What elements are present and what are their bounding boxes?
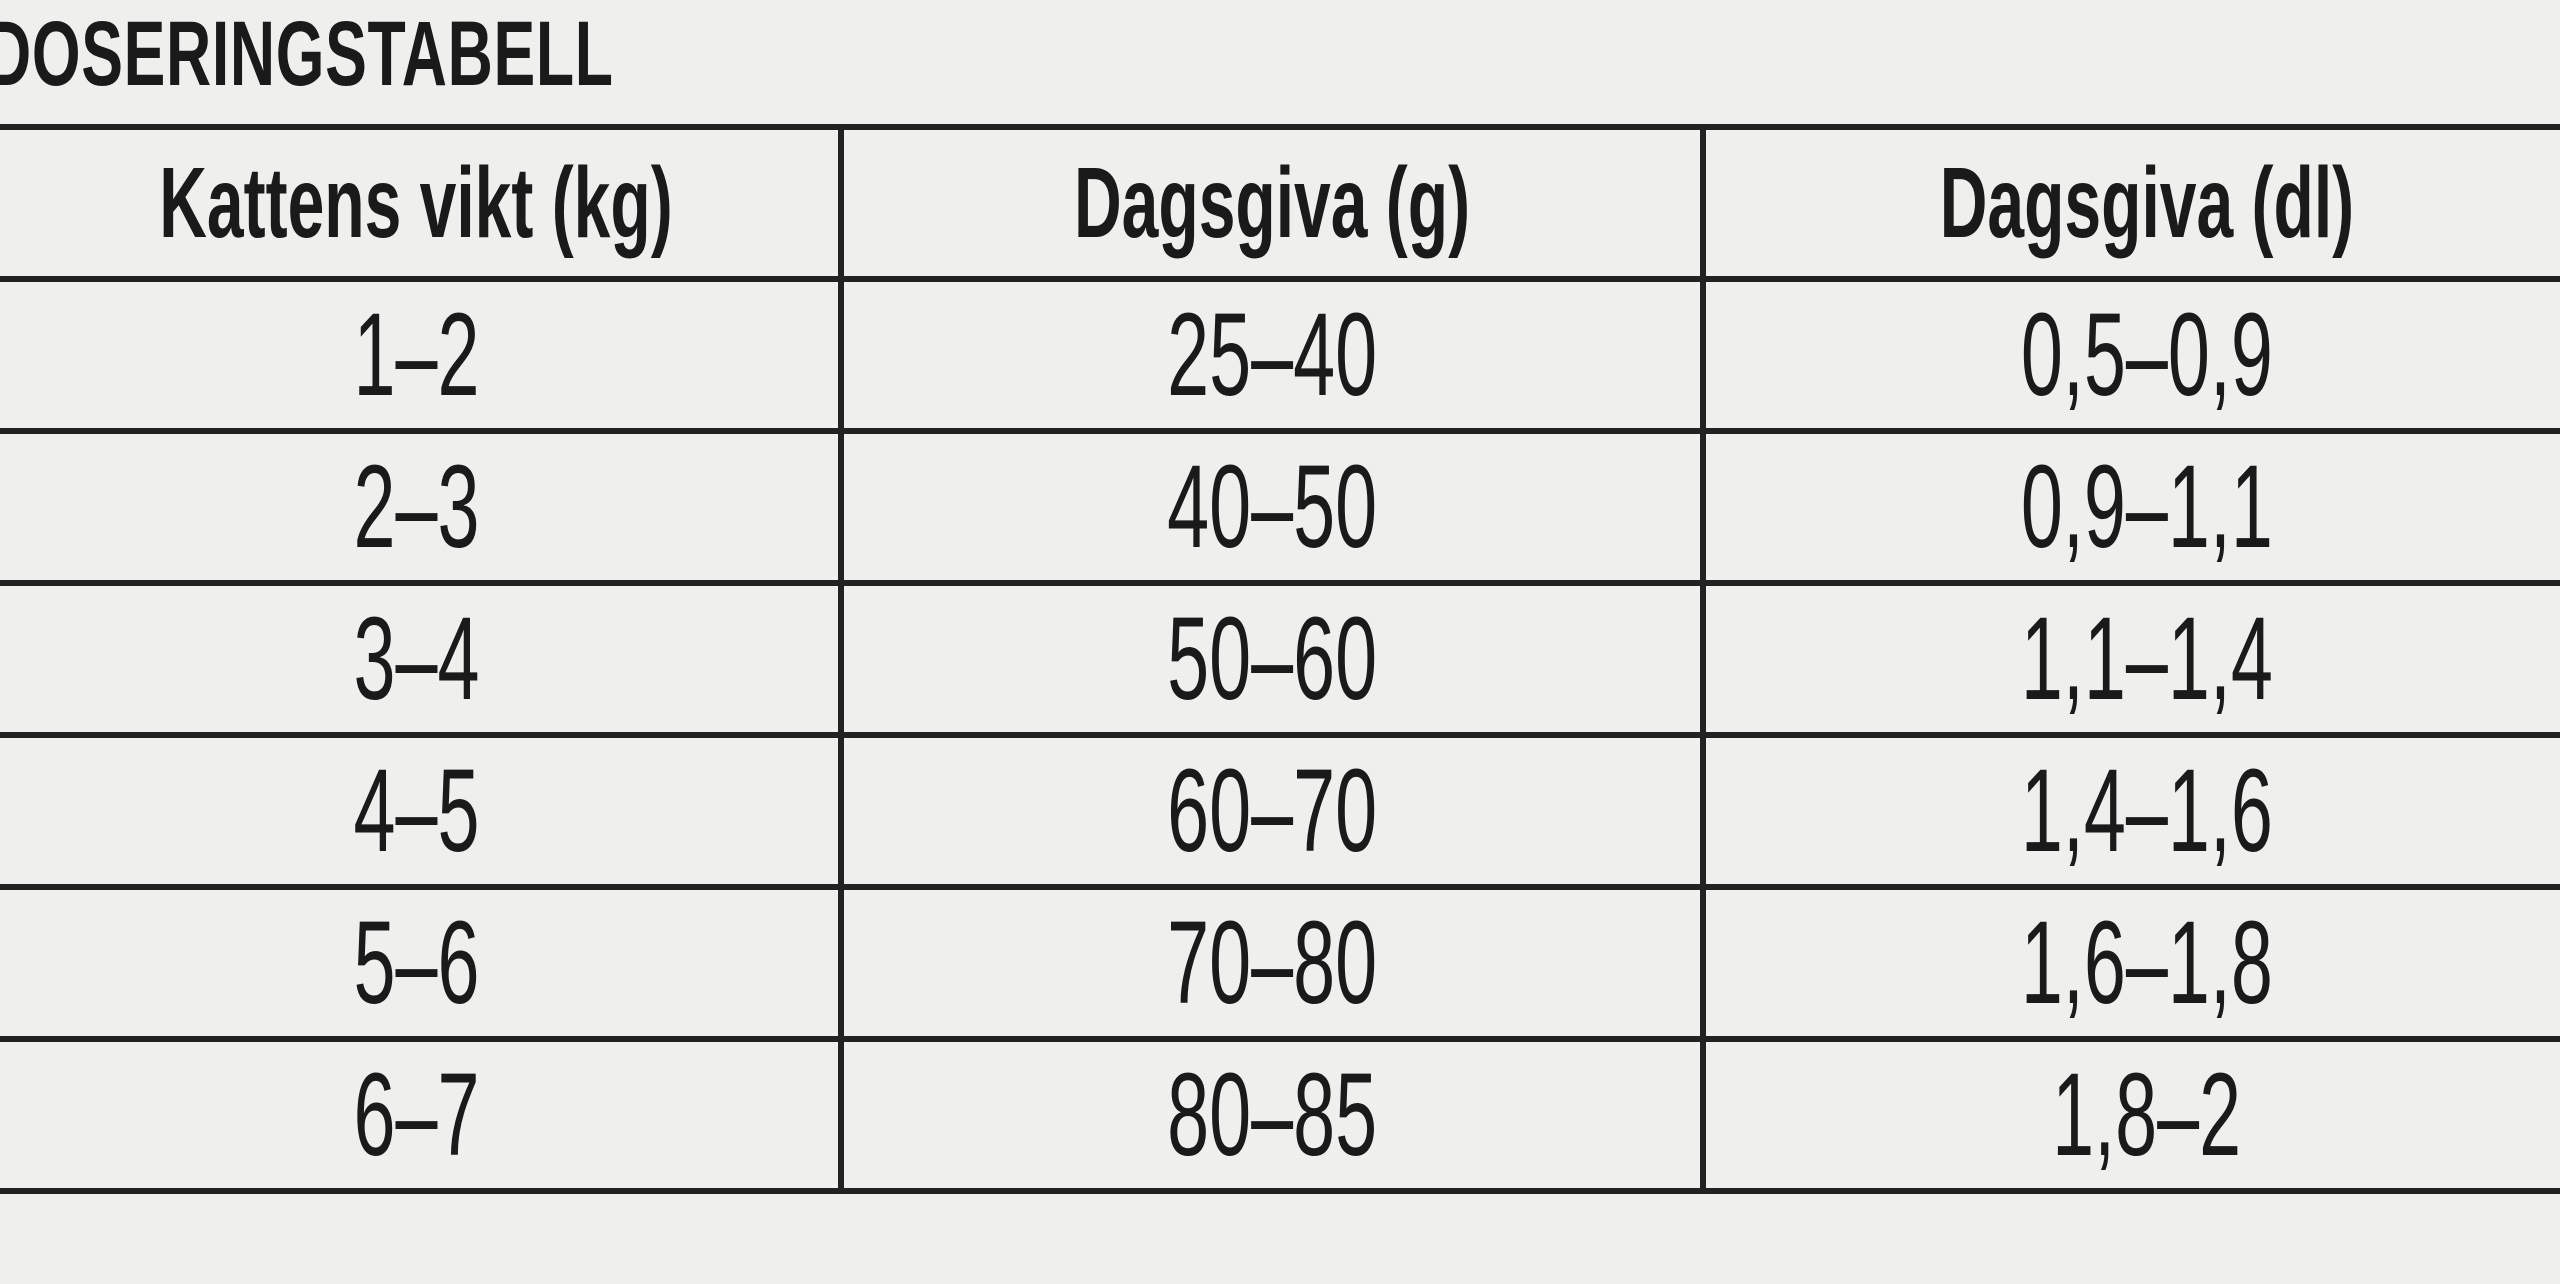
head-row: Kattens vikt (kg) Dagsgiva (g) Dagsgiva (d… (0, 124, 2560, 282)
body-row: 1–2 25–40 0,5–0,9 (0, 276, 2560, 434)
cell: 5–6 (0, 884, 844, 1042)
cell: 6–7 (0, 1036, 844, 1194)
cell: 1,6–1,8 (1700, 884, 2560, 1042)
body-text: 1,6–1,8 (2021, 897, 2273, 1029)
title: DOSERINGSTABELL (0, 3, 614, 105)
body-row: 2–3 40–50 0,9–1,1 (0, 428, 2560, 586)
head-text: Kattens vikt (kg) (159, 146, 673, 259)
cell: 40–50 (838, 428, 1706, 586)
body-text: 2–3 (352, 441, 479, 573)
body-text: 5–6 (352, 897, 479, 1029)
body-text: 1,1–1,4 (2021, 593, 2273, 725)
cell: 80–85 (838, 1036, 1706, 1194)
cell: Dagsgiva (dl) (1700, 124, 2560, 282)
cell: 3–4 (0, 580, 844, 738)
body-text: 4–5 (352, 745, 479, 877)
body-text: 6–7 (352, 1049, 479, 1181)
cell: 1,8–2 (1700, 1036, 2560, 1194)
cell: Kattens vikt (kg) (0, 124, 844, 282)
cell: 1–2 (0, 276, 844, 434)
head-text: Dagsgiva (g) (1073, 146, 1471, 259)
body-text: 40–50 (1166, 441, 1377, 573)
body-row: 4–5 60–70 1,4–1,6 (0, 732, 2560, 890)
cell: 60–70 (838, 732, 1706, 890)
body-text: 0,5–0,9 (2021, 289, 2273, 421)
cell: 2–3 (0, 428, 844, 586)
body-row: 3–4 50–60 1,1–1,4 (0, 580, 2560, 738)
cell: 50–60 (838, 580, 1706, 738)
body-text: 70–80 (1166, 897, 1377, 1029)
head-text: Dagsgiva (dl) (1939, 146, 2355, 259)
body-text: 1–2 (352, 289, 479, 421)
cell: 1,4–1,6 (1700, 732, 2560, 890)
body-text: 3–4 (352, 593, 479, 725)
body-text: 60–70 (1166, 745, 1377, 877)
cell: 70–80 (838, 884, 1706, 1042)
body-text: 1,4–1,6 (2021, 745, 2273, 877)
cell: 4–5 (0, 732, 844, 890)
body-row: 5–6 70–80 1,6–1,8 (0, 884, 2560, 1042)
table-body: Kattens vikt (kg) Dagsgiva (g) Dagsgiva (d… (0, 124, 2560, 1194)
body-text: 25–40 (1166, 289, 1377, 421)
body-row: 6–7 80–85 1,8–2 (0, 1036, 2560, 1194)
body-text: 1,8–2 (2052, 1049, 2242, 1181)
body-text: 80–85 (1166, 1049, 1377, 1181)
cell: 25–40 (838, 276, 1706, 434)
dosage-table: Kattens vikt (kg) Dagsgiva (g) Dagsgiva (d… (0, 124, 2560, 1194)
cell: 0,9–1,1 (1700, 428, 2560, 586)
cell: 0,5–0,9 (1700, 276, 2560, 434)
cell: 1,1–1,4 (1700, 580, 2560, 738)
body-text: 0,9–1,1 (2021, 441, 2273, 573)
cell: Dagsgiva (g) (838, 124, 1706, 282)
body-text: 50–60 (1166, 593, 1377, 725)
